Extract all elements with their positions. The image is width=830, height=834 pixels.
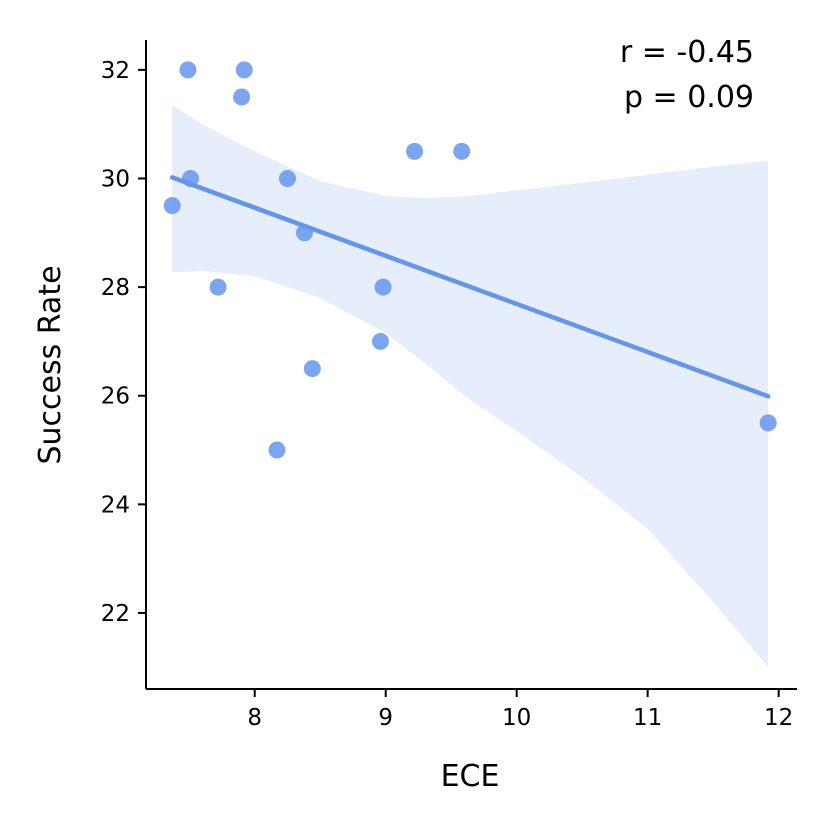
data-point-1 [179, 61, 197, 79]
data-point-9 [303, 360, 321, 378]
x-tick-label-11: 11 [633, 705, 662, 731]
confidence-band-layer [172, 105, 769, 668]
confidence-band [172, 105, 769, 668]
y-tick-label-24: 24 [101, 492, 130, 518]
x-tick-label-9: 9 [378, 705, 393, 731]
data-point-2 [182, 169, 200, 187]
regression-line [169, 175, 771, 399]
data-point-14 [759, 414, 777, 432]
y-axis-title: Success Rate [33, 265, 68, 464]
regression-line-layer [169, 175, 771, 399]
y-tick-label-28: 28 [101, 275, 130, 301]
data-point-3 [209, 278, 227, 296]
y-tick-label-22: 22 [101, 601, 130, 627]
data-points-layer [163, 61, 777, 459]
data-point-6 [268, 441, 286, 459]
data-point-0 [163, 197, 181, 215]
data-point-11 [374, 278, 392, 296]
data-point-10 [371, 332, 389, 350]
axes-layer: 8 9 10 11 12 22 24 26 28 30 32 [101, 40, 797, 731]
data-point-7 [278, 169, 296, 187]
correlation-r-label: r = -0.45 [620, 35, 754, 70]
data-point-4 [233, 88, 251, 106]
x-axis-title: ECE [441, 759, 500, 794]
data-point-12 [406, 142, 424, 160]
x-tick-label-12: 12 [764, 705, 793, 731]
data-point-5 [235, 61, 253, 79]
correlation-p-label: p = 0.09 [624, 80, 754, 115]
data-point-8 [295, 224, 313, 242]
y-tick-label-26: 26 [101, 384, 130, 410]
y-tick-label-30: 30 [101, 166, 130, 192]
x-tick-label-8: 8 [247, 705, 262, 731]
y-tick-label-32: 32 [101, 58, 130, 84]
x-tick-label-10: 10 [502, 705, 531, 731]
data-point-13 [453, 142, 471, 160]
